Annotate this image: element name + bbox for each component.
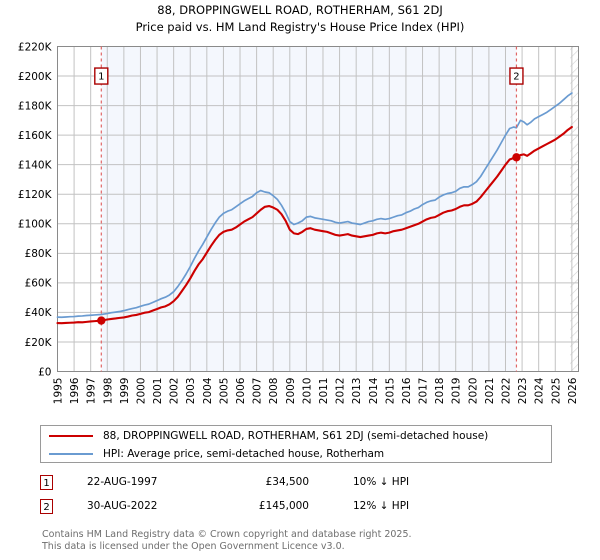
title-line-1: 88, DROPPINGWELL ROAD, ROTHERHAM, S61 2D… — [157, 3, 443, 17]
x-axis-tick-label: 2013 — [351, 378, 363, 405]
transaction-date-1: 22-AUG-1997 — [87, 476, 158, 488]
x-axis-tick-label: 2010 — [301, 378, 313, 405]
x-axis-tick-label: 1996 — [69, 377, 81, 404]
x-axis-tick-label: 1997 — [86, 378, 98, 405]
x-axis-tick-label: 2019 — [451, 378, 463, 405]
legend-item-price-paid: 88, DROPPINGWELL ROAD, ROTHERHAM, S61 2D… — [49, 427, 551, 445]
legend-swatch-price-paid — [49, 435, 93, 437]
x-axis-tick-label: 2001 — [152, 378, 164, 405]
y-axis-tick-label: £200K — [18, 71, 53, 83]
x-axis-tick-label: 2000 — [135, 378, 147, 405]
legend-swatch-hpi — [49, 453, 93, 455]
legend-label-hpi: HPI: Average price, semi-detached house,… — [103, 448, 385, 460]
x-axis-tick-label: 2018 — [434, 378, 446, 405]
legend-item-hpi: HPI: Average price, semi-detached house,… — [49, 445, 551, 463]
transaction-badge-1: 1 — [40, 474, 53, 490]
x-axis-tick-label: 2008 — [268, 378, 280, 405]
x-axis-tick-label: 2007 — [252, 378, 264, 405]
x-axis-tick-label: 2017 — [418, 378, 430, 405]
y-axis-tick-label: £60K — [25, 278, 53, 290]
x-axis-tick-label: 2014 — [368, 377, 380, 404]
table-row: 1 22-AUG-1997 £34,500 10% ↓ HPI — [40, 470, 552, 494]
x-axis-tick-label: 2005 — [218, 378, 230, 405]
table-row: 2 30-AUG-2022 £145,000 12% ↓ HPI — [40, 494, 552, 518]
x-axis-tick-label: 2012 — [335, 378, 347, 405]
y-axis-tick-label: £180K — [18, 100, 53, 112]
transactions-table: 1 22-AUG-1997 £34,500 10% ↓ HPI 2 30-AUG… — [40, 470, 552, 518]
x-axis-tick-label: 2003 — [185, 378, 197, 405]
transaction-marker-dot — [97, 316, 106, 325]
series-line-hpi — [56, 92, 573, 319]
transaction-hpi-delta-2: 12% ↓ HPI — [353, 500, 410, 512]
attribution-footer: Contains HM Land Registry data © Crown c… — [42, 529, 582, 552]
x-axis-tick-label: 2023 — [517, 378, 529, 405]
series-line-price-paid — [56, 125, 573, 325]
y-axis-tick-label: £120K — [18, 189, 53, 201]
title-line-2: Price paid vs. HM Land Registry's House … — [135, 20, 465, 34]
transaction-marker-badge-label: 2 — [513, 72, 519, 83]
x-axis-tick-label: 2021 — [484, 378, 496, 405]
transaction-marker-badge — [94, 67, 109, 85]
transaction-badge-2: 2 — [40, 498, 53, 514]
price-history-chart: £0 £20K £40K £60K £80K £100K £120K £140K £160K £1… — [18, 41, 579, 405]
y-axis-tick-label: £80K — [25, 248, 53, 260]
footer-line-2: This data is licensed under the Open Gov… — [42, 540, 345, 552]
y-axis-tick-label: £0 — [38, 366, 51, 378]
x-axis-tick-label: 2015 — [384, 378, 396, 405]
y-axis-tick-label: £160K — [18, 130, 53, 142]
y-axis-tick-label: £100K — [18, 219, 53, 231]
x-axis-tick-label: 2026 — [567, 377, 579, 404]
x-axis-tick-label: 2025 — [550, 378, 562, 405]
x-axis-tick-label: 2004 — [202, 377, 214, 404]
x-axis-tick-label: 2006 — [235, 377, 247, 404]
transaction-price-1: £34,500 — [265, 476, 309, 488]
legend-label-price-paid: 88, DROPPINGWELL ROAD, ROTHERHAM, S61 2D… — [103, 430, 489, 442]
transaction-date-2: 30-AUG-2022 — [87, 500, 158, 512]
x-axis-tick-label: 1999 — [119, 378, 131, 405]
y-axis-tick-label: £20K — [25, 337, 53, 349]
x-axis-tick-label: 2022 — [500, 378, 512, 405]
y-axis-tick-label: £40K — [25, 307, 53, 319]
x-axis-tick-label: 2016 — [401, 377, 413, 404]
x-axis-tick-label: 1995 — [53, 378, 65, 405]
transaction-marker-badge — [509, 67, 524, 85]
x-axis-tick-label: 2009 — [285, 378, 297, 405]
transaction-marker-badge-label: 1 — [98, 72, 104, 83]
x-axis-tick-label: 2024 — [534, 377, 546, 404]
x-axis-tick-label: 1998 — [102, 378, 114, 405]
x-axis-tick-label: 2020 — [467, 378, 479, 405]
footer-line-1: Contains HM Land Registry data © Crown c… — [42, 529, 412, 540]
x-axis-tick-label: 2011 — [318, 378, 330, 405]
page-title: 88, DROPPINGWELL ROAD, ROTHERHAM, S61 2D… — [0, 2, 600, 36]
transaction-marker-dot — [512, 153, 521, 162]
x-axis-tick-label: 2002 — [169, 378, 181, 405]
y-axis-tick-label: £220K — [18, 41, 53, 53]
chart-legend: 88, DROPPINGWELL ROAD, ROTHERHAM, S61 2D… — [40, 425, 552, 463]
transaction-price-2: £145,000 — [258, 500, 309, 512]
transaction-hpi-delta-1: 10% ↓ HPI — [353, 476, 410, 488]
y-axis-tick-label: £140K — [18, 159, 53, 171]
